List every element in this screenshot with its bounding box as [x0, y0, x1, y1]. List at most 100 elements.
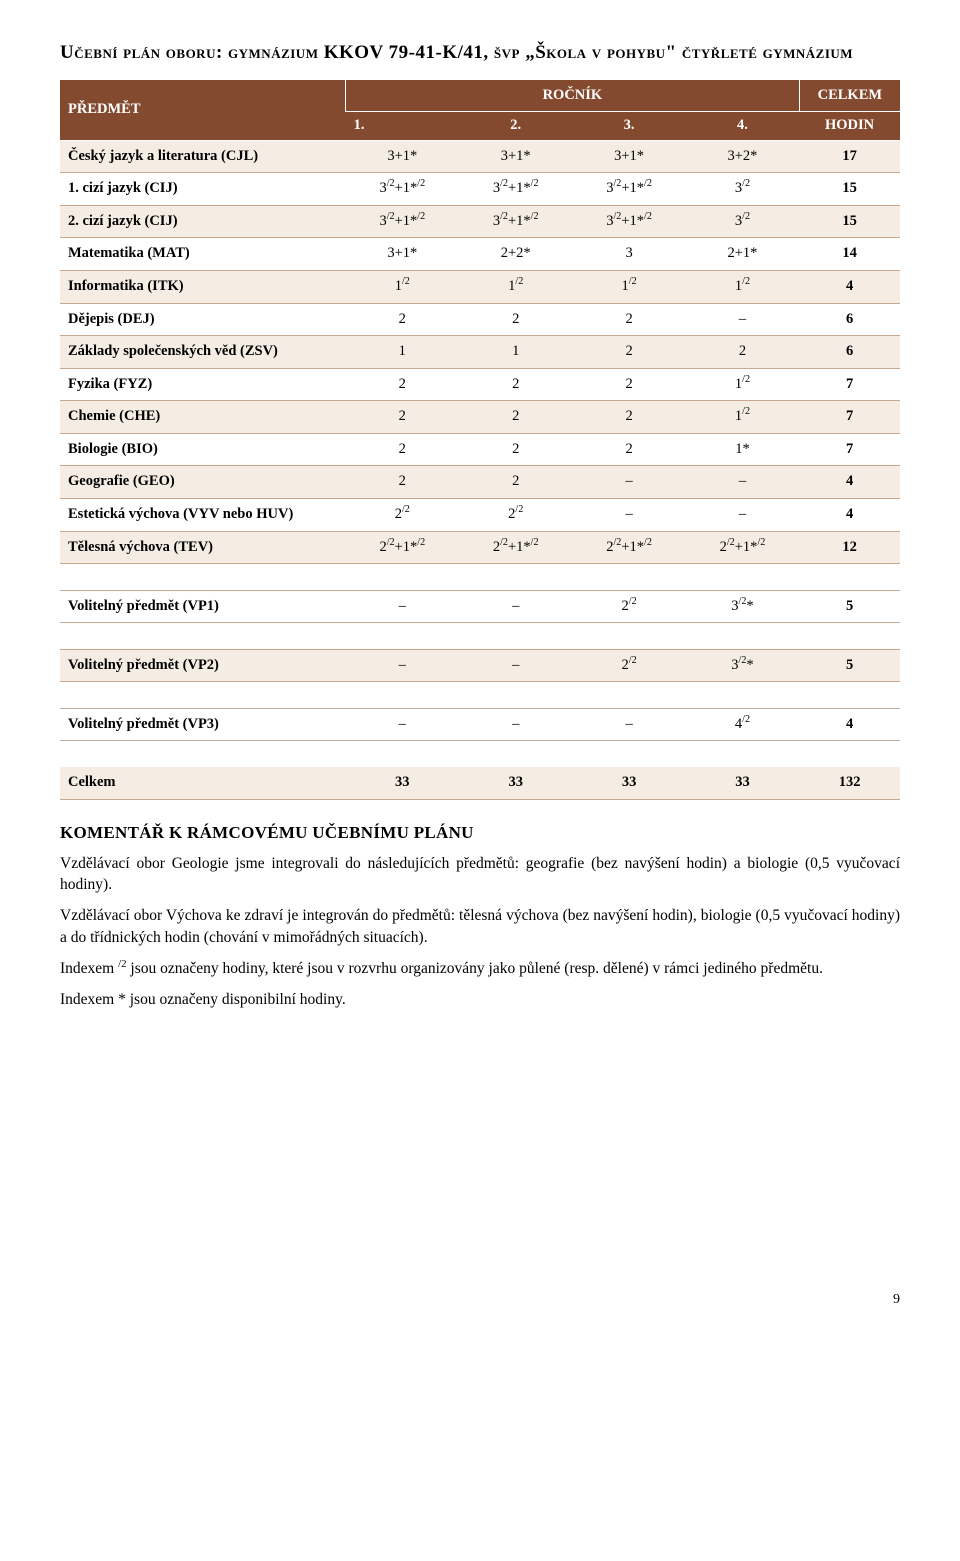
value-cell: – [459, 590, 572, 623]
header-predmet: PŘEDMĚT [60, 80, 346, 141]
value-cell: – [686, 466, 799, 499]
value-cell: 2 [459, 303, 572, 336]
value-cell: 2 [459, 368, 572, 401]
curriculum-table: PŘEDMĚT ROČNÍK CELKEM 1. 2. 3. 4. HODIN … [60, 80, 900, 800]
table-row: Biologie (BIO)2221*7 [60, 433, 900, 466]
commentary-heading: KOMENTÁŘ K RÁMCOVÉMU UČEBNÍMU PLÁNU [60, 822, 900, 845]
subject-cell: Dějepis (DEJ) [60, 303, 346, 336]
total-cell: 15 [799, 173, 900, 206]
total-cell: 4 [799, 708, 900, 741]
value-cell: 2 [572, 303, 685, 336]
subject-cell: Estetická výchova (VYV nebo HUV) [60, 498, 346, 531]
header-year-4: 4. [686, 112, 799, 141]
value-cell: 3/2* [686, 590, 799, 623]
total-cell: 7 [799, 401, 900, 434]
table-row: Informatika (ITK)1/21/21/21/24 [60, 271, 900, 304]
value-cell: 2 [346, 466, 459, 499]
value-cell: 1/2 [346, 271, 459, 304]
header-year-3: 3. [572, 112, 685, 141]
value-cell: 33 [572, 767, 685, 799]
value-cell: 3/2+1*/2 [459, 205, 572, 238]
total-cell: 4 [799, 271, 900, 304]
subject-cell: Matematika (MAT) [60, 238, 346, 271]
table-row: Matematika (MAT)3+1*2+2*32+1*14 [60, 238, 900, 271]
table-row: Estetická výchova (VYV nebo HUV)2/22/2––… [60, 498, 900, 531]
value-cell: 2 [346, 433, 459, 466]
total-cell: 12 [799, 531, 900, 564]
value-cell: 2/2+1*/2 [686, 531, 799, 564]
value-cell: 1/2 [686, 401, 799, 434]
table-row: Volitelný předmět (VP2)––2/23/2*5 [60, 649, 900, 682]
page-number: 9 [60, 1291, 900, 1310]
spacer-row [60, 623, 900, 650]
value-cell: 3+1* [459, 140, 572, 173]
value-cell: 2 [346, 401, 459, 434]
value-cell: – [572, 466, 685, 499]
subject-cell: Volitelný předmět (VP2) [60, 649, 346, 682]
value-cell: – [572, 498, 685, 531]
value-cell: – [459, 708, 572, 741]
subject-cell: Volitelný předmět (VP1) [60, 590, 346, 623]
value-cell: 2/2 [346, 498, 459, 531]
commentary-p3: Indexem /2 jsou označeny hodiny, které j… [60, 958, 900, 979]
spacer-row [60, 741, 900, 767]
value-cell: 1 [459, 336, 572, 369]
value-cell: 2 [346, 368, 459, 401]
total-cell: 5 [799, 590, 900, 623]
total-cell: 7 [799, 433, 900, 466]
value-cell: 2 [572, 336, 685, 369]
value-cell: 3/2+1*/2 [572, 173, 685, 206]
subject-cell: 2. cizí jazyk (CIJ) [60, 205, 346, 238]
spacer-row [60, 564, 900, 591]
header-year-1: 1. [346, 112, 459, 141]
value-cell: 1/2 [686, 368, 799, 401]
subject-cell: Volitelný předmět (VP3) [60, 708, 346, 741]
table-row: Český jazyk a literatura (CJL)3+1*3+1*3+… [60, 140, 900, 173]
value-cell: 2 [572, 368, 685, 401]
table-row: 1. cizí jazyk (CIJ)3/2+1*/23/2+1*/23/2+1… [60, 173, 900, 206]
value-cell: 2 [459, 433, 572, 466]
table-row: Volitelný předmět (VP3)–––4/24 [60, 708, 900, 741]
value-cell: 1 [346, 336, 459, 369]
value-cell: 1/2 [686, 271, 799, 304]
header-celkem: CELKEM [799, 80, 900, 112]
value-cell: 3/2+1*/2 [346, 205, 459, 238]
value-cell: 33 [459, 767, 572, 799]
commentary-p1: Vzdělávací obor Geologie jsme integroval… [60, 853, 900, 896]
p3-sup: /2 [118, 958, 126, 970]
value-cell: 2/2+1*/2 [346, 531, 459, 564]
commentary-p2: Vzdělávací obor Výchova ke zdraví je int… [60, 905, 900, 948]
subject-cell: Celkem [60, 767, 346, 799]
value-cell: – [572, 708, 685, 741]
total-cell: 14 [799, 238, 900, 271]
value-cell: 2/2+1*/2 [572, 531, 685, 564]
value-cell: 3+2* [686, 140, 799, 173]
total-cell: 5 [799, 649, 900, 682]
subject-cell: Geografie (GEO) [60, 466, 346, 499]
p3-text-b: jsou označeny hodiny, které jsou v rozvr… [127, 960, 823, 977]
value-cell: 3/2+1*/2 [459, 173, 572, 206]
value-cell: – [686, 303, 799, 336]
value-cell: 3/2* [686, 649, 799, 682]
value-cell: 3 [572, 238, 685, 271]
total-cell: 4 [799, 466, 900, 499]
value-cell: 2/2 [459, 498, 572, 531]
value-cell: 2 [572, 401, 685, 434]
value-cell: – [346, 590, 459, 623]
value-cell: – [346, 708, 459, 741]
value-cell: – [686, 498, 799, 531]
total-cell: 6 [799, 336, 900, 369]
table-row: Fyzika (FYZ)2221/27 [60, 368, 900, 401]
header-rocnik: ROČNÍK [346, 80, 800, 112]
value-cell: – [346, 649, 459, 682]
subject-cell: 1. cizí jazyk (CIJ) [60, 173, 346, 206]
value-cell: 1/2 [572, 271, 685, 304]
header-year-2: 2. [459, 112, 572, 141]
value-cell: 3+1* [346, 238, 459, 271]
total-cell: 7 [799, 368, 900, 401]
table-row: 2. cizí jazyk (CIJ)3/2+1*/23/2+1*/23/2+1… [60, 205, 900, 238]
subject-cell: Fyzika (FYZ) [60, 368, 346, 401]
value-cell: 1/2 [459, 271, 572, 304]
value-cell: 2 [346, 303, 459, 336]
table-row: Základy společenských věd (ZSV)11226 [60, 336, 900, 369]
